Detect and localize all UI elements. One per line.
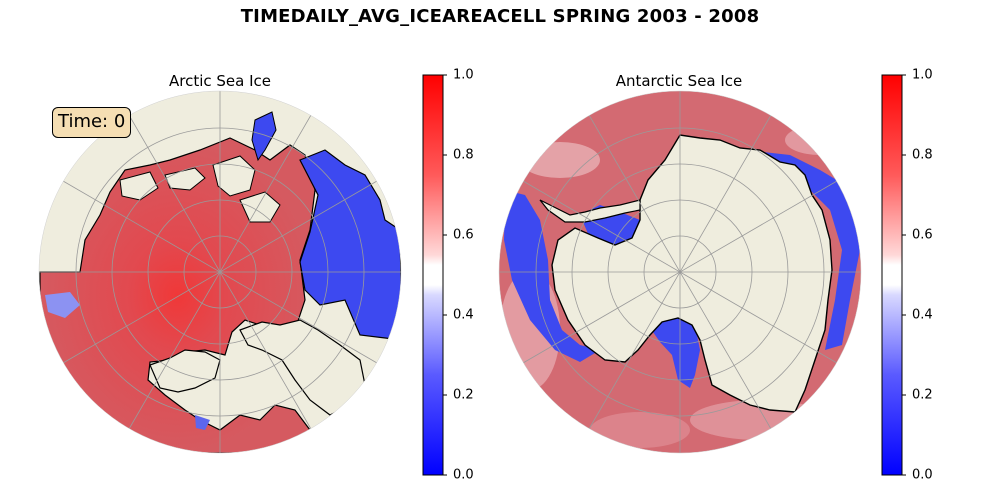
antarctic-low-ice-west <box>504 190 600 362</box>
antarctic-gridlines <box>499 91 861 453</box>
colorbar-tick-label: 0.8 <box>453 147 474 163</box>
figure-title: TIMEDAILY_AVG_ICEAREACELL SPRING 2003 - … <box>240 6 760 27</box>
arctic-labrador-ice <box>45 292 80 318</box>
arctic-colorbar <box>422 74 447 476</box>
colorbar-tick-label: 0.6 <box>453 227 474 243</box>
arctic-bering-ice <box>195 415 210 430</box>
colorbar-tick-label: 0.0 <box>453 467 474 483</box>
arctic-open-water <box>299 149 401 341</box>
antarctic-low-ice-east <box>745 150 860 350</box>
colorbar-tick-label: 0.4 <box>912 307 933 323</box>
colorbar-tick-label: 1.0 <box>912 67 933 83</box>
antarctic-colorbar <box>881 74 906 476</box>
colorbar-tick-label: 0.2 <box>912 387 933 403</box>
colorbar-tick-label: 0.2 <box>453 387 474 403</box>
ross-sea-low-ice <box>648 315 700 388</box>
colorbar-tick-label: 0.0 <box>912 467 933 483</box>
arctic-panel-title: Arctic Sea Ice <box>168 72 272 90</box>
antarctic-map <box>498 90 862 454</box>
arctic-map <box>38 90 402 454</box>
colorbar-tick-label: 0.6 <box>912 227 933 243</box>
colorbar-tick-label: 0.8 <box>912 147 933 163</box>
colorbar-tick-label: 1.0 <box>453 67 474 83</box>
time-badge: Time: 0 <box>52 107 132 138</box>
colorbar-tick-label: 0.4 <box>453 307 474 323</box>
antarctic-panel-title: Antarctic Sea Ice <box>615 72 743 90</box>
arctic-gridlines <box>39 91 401 453</box>
